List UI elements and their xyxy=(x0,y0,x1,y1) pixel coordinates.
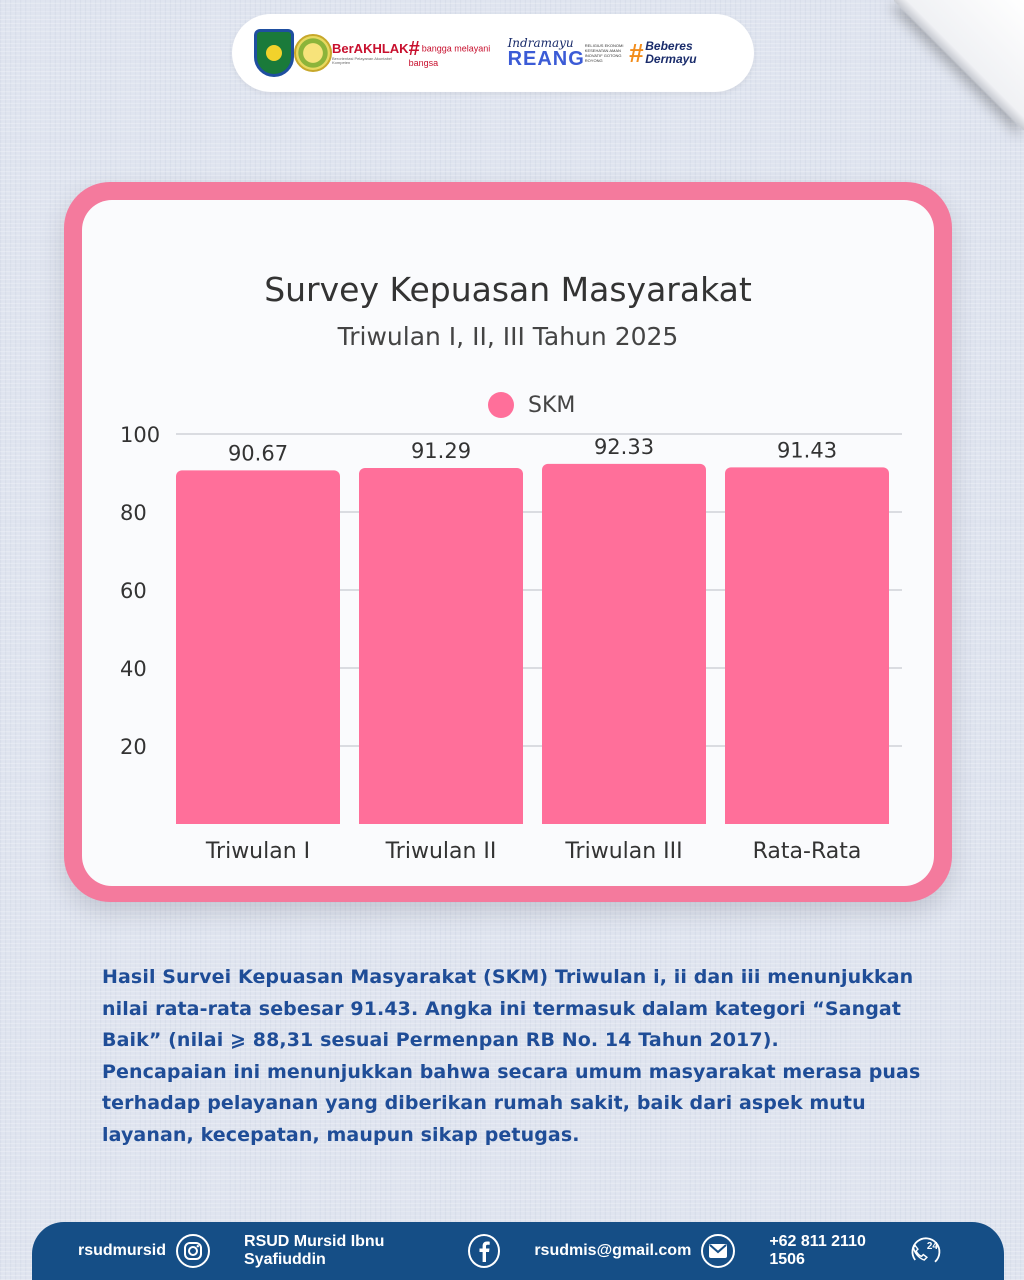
instagram-icon[interactable] xyxy=(176,1234,211,1268)
x-category-label: Triwulan II xyxy=(385,839,497,864)
bar-base-3 xyxy=(542,816,706,824)
bar-base-4 xyxy=(725,816,889,824)
phone-badge-text: 24 xyxy=(927,1241,938,1252)
phone-24-icon[interactable]: 24 xyxy=(906,1234,946,1268)
bar-3 xyxy=(542,463,706,824)
x-category-label: Triwulan I xyxy=(205,839,310,864)
bar-base-1 xyxy=(176,816,340,824)
page-curl-decoration xyxy=(894,0,1024,130)
chart-panel: Survey Kepuasan Masyarakat Triwulan I, I… xyxy=(82,200,934,886)
phone-contact[interactable]: +62 811 2110 1506 24 xyxy=(769,1233,946,1269)
chart-title: Survey Kepuasan Masyarakat xyxy=(264,270,752,309)
y-tick-label: 40 xyxy=(120,657,147,681)
y-tick-label: 100 xyxy=(120,423,160,447)
bar-4 xyxy=(725,467,889,824)
indramayu-reang-logo: Indramayu REANG RELIGIUS EKONOMI KESEHATA… xyxy=(507,36,624,70)
facebook-icon[interactable] xyxy=(468,1234,501,1268)
contact-footer: rsudmursid RSUD Mursid Ibnu Syafiuddin r… xyxy=(32,1222,1004,1280)
phone-number[interactable]: +62 811 2110 1506 xyxy=(769,1233,866,1268)
bar-1 xyxy=(176,470,340,824)
bar-value-label: 91.29 xyxy=(411,439,471,463)
description-paragraph-2: Pencapaian ini menunjukkan bahwa secara … xyxy=(102,1060,921,1146)
bar-value-label: 91.43 xyxy=(777,438,837,462)
y-tick-label: 80 xyxy=(120,501,147,525)
y-tick-label: 60 xyxy=(120,579,147,603)
bangga-melayani-bangsa-logo: # bangga melayani bangsa xyxy=(408,37,491,68)
provincial-emblem-logo xyxy=(294,34,332,72)
bar-value-label: 92.33 xyxy=(594,435,654,459)
facebook-contact[interactable]: RSUD Mursid Ibnu Syafiuddin xyxy=(244,1233,501,1269)
berakhlak-logo: BerAKHLAK Berorientasi Pelayanan Akuntabe… xyxy=(332,40,409,65)
logo-bar: BerAKHLAK Berorientasi Pelayanan Akuntabe… xyxy=(232,14,754,92)
bar-value-label: 90.67 xyxy=(228,441,288,465)
bar-chart: 20 40 60 80 100 90.67 Triwulan I 91.29 Triwulan … xyxy=(120,423,902,864)
y-tick-label: 20 xyxy=(120,735,147,759)
chart-subtitle: Triwulan I, II, III Tahun 2025 xyxy=(337,322,679,351)
x-category-label: Triwulan III xyxy=(564,839,682,864)
instagram-contact[interactable]: rsudmursid xyxy=(78,1234,211,1268)
indramayu-emblem-logo xyxy=(254,29,294,77)
legend-swatch xyxy=(488,392,514,418)
description-text: Hasil Survei Kepuasan Masyarakat (SKM) T… xyxy=(102,962,962,1151)
email-contact[interactable]: rsudmis@gmail.com xyxy=(534,1234,736,1268)
instagram-handle[interactable]: rsudmursid xyxy=(78,1242,167,1259)
x-category-label: Rata-Rata xyxy=(753,839,862,864)
bar-base-2 xyxy=(359,816,523,824)
legend-label: SKM xyxy=(528,392,576,418)
mail-icon[interactable] xyxy=(701,1234,736,1268)
facebook-name[interactable]: RSUD Mursid Ibnu Syafiuddin xyxy=(244,1233,385,1268)
description-paragraph-1: Hasil Survei Kepuasan Masyarakat (SKM) T… xyxy=(102,966,914,1051)
bar-2 xyxy=(359,467,523,824)
beberes-dermayu-logo: # Beberes Dermayu xyxy=(628,38,697,68)
chart-card: Survey Kepuasan Masyarakat Triwulan I, I… xyxy=(64,182,952,902)
chart-legend: SKM xyxy=(488,392,575,418)
email-address[interactable]: rsudmis@gmail.com xyxy=(534,1242,692,1259)
